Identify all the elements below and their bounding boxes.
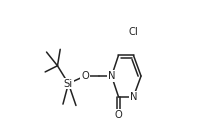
Text: N: N: [130, 92, 137, 102]
Text: Si: Si: [64, 79, 73, 89]
Text: Cl: Cl: [129, 27, 138, 36]
Text: O: O: [115, 110, 122, 120]
Text: N: N: [108, 71, 115, 81]
Text: O: O: [81, 71, 89, 81]
